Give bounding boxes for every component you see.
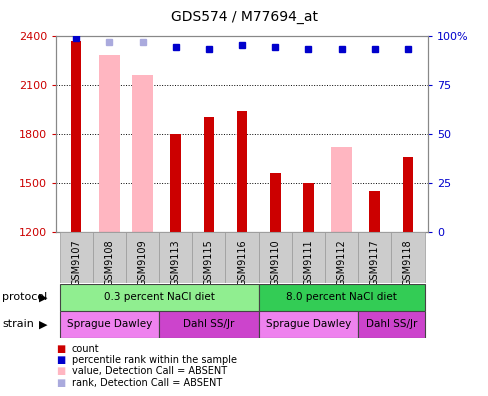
Text: Dahl SS/Jr: Dahl SS/Jr [183,319,234,329]
Bar [357,232,390,283]
Text: ▶: ▶ [40,292,48,303]
Bar [60,232,93,283]
Text: value, Detection Call = ABSENT: value, Detection Call = ABSENT [72,366,226,377]
Bar [60,311,159,338]
Text: 0.3 percent NaCl diet: 0.3 percent NaCl diet [103,292,214,303]
Text: strain: strain [2,319,34,329]
Text: GSM9118: GSM9118 [402,239,412,286]
Bar [325,232,357,283]
Text: ■: ■ [56,344,65,354]
Bar [170,134,181,232]
Bar [60,284,258,311]
Bar [99,55,120,232]
Text: protocol: protocol [2,292,48,303]
Bar [225,232,258,283]
Bar [159,232,192,283]
Text: GSM9107: GSM9107 [71,239,81,286]
Bar [93,232,125,283]
Text: GSM9109: GSM9109 [137,239,147,286]
Bar [390,232,424,283]
Text: Sprague Dawley: Sprague Dawley [265,319,350,329]
Text: count: count [72,344,99,354]
Bar [369,191,379,232]
Text: GSM9117: GSM9117 [369,239,379,286]
Text: GDS574 / M77694_at: GDS574 / M77694_at [171,10,317,24]
Bar [402,156,412,232]
Text: GSM9113: GSM9113 [170,239,181,286]
Text: ■: ■ [56,377,65,388]
Bar [269,173,280,232]
Text: GSM9108: GSM9108 [104,239,114,286]
Text: GSM9116: GSM9116 [237,239,246,286]
Text: ▶: ▶ [40,319,48,329]
Bar [71,40,81,232]
Bar [131,75,153,232]
Text: 8.0 percent NaCl diet: 8.0 percent NaCl diet [285,292,396,303]
Bar [258,232,291,283]
Text: rank, Detection Call = ABSENT: rank, Detection Call = ABSENT [72,377,222,388]
Bar [330,147,352,232]
Bar [258,311,357,338]
Text: Sprague Dawley: Sprague Dawley [66,319,152,329]
Text: Dahl SS/Jr: Dahl SS/Jr [365,319,416,329]
Bar [303,183,313,232]
Bar [192,232,225,283]
Text: GSM9112: GSM9112 [336,239,346,286]
Text: GSM9110: GSM9110 [270,239,280,286]
Text: GSM9115: GSM9115 [203,239,213,286]
Bar [203,117,214,232]
Bar [125,232,159,283]
Bar [357,311,424,338]
Text: percentile rank within the sample: percentile rank within the sample [72,355,236,366]
Text: ■: ■ [56,366,65,377]
Text: ■: ■ [56,355,65,366]
Bar [236,111,247,232]
Bar [159,311,258,338]
Text: GSM9111: GSM9111 [303,239,313,286]
Bar [258,284,424,311]
Bar [291,232,325,283]
